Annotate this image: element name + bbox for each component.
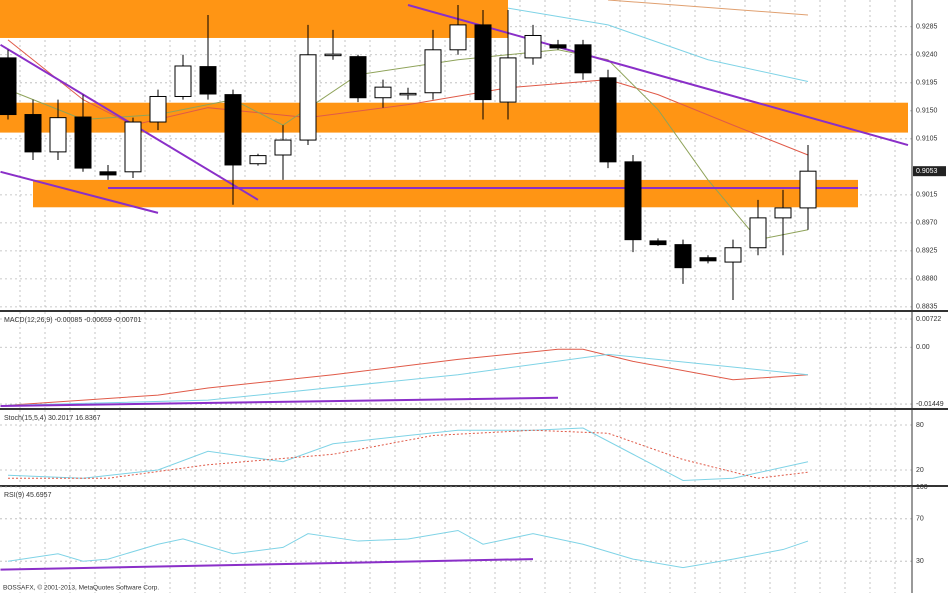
- candle-body: [799, 170, 817, 209]
- indicator-line: [7, 353, 809, 406]
- indicator-title: Stoch(15,5,4) 30.2017 16.8367: [4, 415, 101, 422]
- candle-body: [774, 207, 792, 219]
- candle-body: [549, 44, 567, 49]
- indicator-line: [7, 529, 809, 569]
- candle-body: [749, 217, 767, 249]
- y-tick-label: 0.9285: [916, 24, 938, 31]
- candle-body: [524, 34, 542, 59]
- y-tick-label: 30: [916, 558, 924, 565]
- y-tick-label: 0.00722: [916, 316, 941, 323]
- overlay-line: [7, 39, 809, 156]
- candle-body: [474, 24, 492, 101]
- y-tick-label: 0.9015: [916, 192, 938, 199]
- candle-body: [224, 94, 242, 166]
- y-tick-label: 0.9195: [916, 80, 938, 87]
- candle-body: [724, 247, 742, 263]
- overlay-line: [0, 170, 159, 214]
- indicator-line: [0, 396, 559, 408]
- y-tick-label: 0.8970: [916, 220, 938, 227]
- zone: [0, 0, 508, 38]
- y-tick-label: -0.01449: [916, 401, 944, 408]
- candle-body: [699, 257, 717, 262]
- candle-body: [599, 77, 617, 163]
- last-price-box: [913, 166, 946, 177]
- candle-body: [624, 161, 642, 241]
- candle-body: [449, 24, 467, 51]
- y-tick-label: 0.8835: [916, 304, 938, 311]
- candle-body: [124, 121, 142, 173]
- candle-body: [374, 86, 392, 99]
- candle-body: [424, 49, 442, 94]
- last-price-label: 0.9053: [916, 168, 938, 175]
- y-tick-label: 0.8880: [916, 276, 938, 283]
- zone: [33, 179, 858, 208]
- candle-body: [149, 95, 167, 123]
- candle-body: [649, 240, 667, 246]
- y-tick-label: 0.00: [916, 344, 930, 351]
- candle-body: [199, 66, 217, 95]
- candle-body: [299, 54, 317, 141]
- candle-body: [499, 57, 517, 103]
- candle-body: [249, 155, 267, 165]
- y-tick-label: 20: [916, 467, 924, 474]
- candle-body: [574, 44, 592, 74]
- y-tick-label: 0.9240: [916, 52, 938, 59]
- y-tick-label: 0.9150: [916, 108, 938, 115]
- candle-body: [274, 139, 292, 156]
- y-tick-label: 0.9105: [916, 136, 938, 143]
- indicator-line: [0, 558, 534, 571]
- footer: BOSSAFX, © 2001-2013, MetaQuotes Softwar…: [3, 584, 159, 592]
- candle-body: [99, 171, 117, 176]
- indicator-title: RSI(9) 45.6957: [4, 492, 52, 499]
- candle-body: [674, 244, 692, 269]
- candle-body: [174, 65, 192, 97]
- candle-body: [349, 56, 367, 99]
- indicator-line: [7, 427, 809, 482]
- overlay-line: [607, 0, 809, 16]
- candle-body: [0, 57, 17, 116]
- y-tick-label: 100: [916, 484, 928, 491]
- candle-body: [74, 116, 92, 169]
- y-tick-label: 70: [916, 516, 924, 523]
- candle-body: [399, 92, 417, 96]
- candle-body: [324, 53, 342, 57]
- y-tick-label: 80: [916, 422, 924, 429]
- indicator-title: MACD(12,26,9) -0.00085 -0.00659 -0.00701: [4, 317, 141, 324]
- y-tick-label: 0.8925: [916, 248, 938, 255]
- candle-body: [24, 114, 42, 153]
- indicator-line: [8, 429, 809, 479]
- indicator-line: [7, 348, 809, 406]
- overlay-line: [507, 7, 809, 83]
- candle-body: [49, 117, 67, 153]
